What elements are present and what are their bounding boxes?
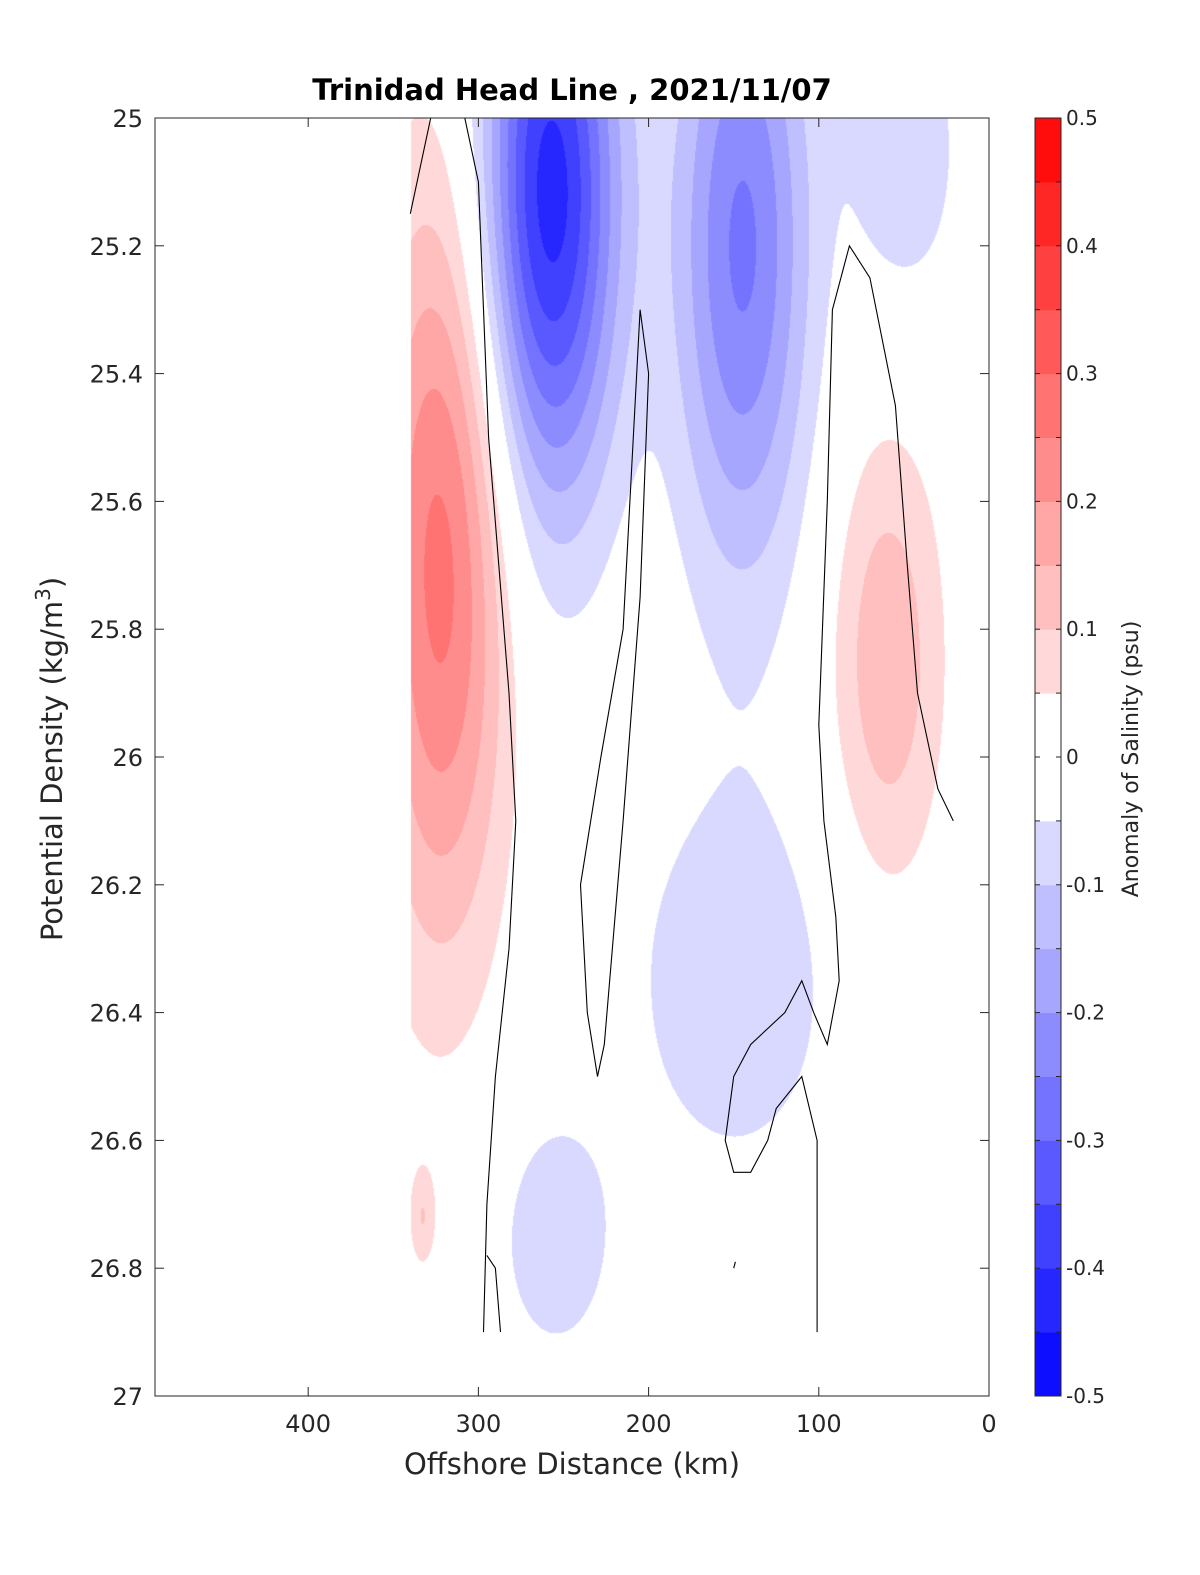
y-tick-label: 25 bbox=[112, 105, 143, 133]
colorbar-level bbox=[1035, 1140, 1061, 1205]
zero-contour-line-1 bbox=[464, 117, 517, 1333]
y-tick-label: 25.6 bbox=[90, 488, 143, 516]
y-tick-label: 25.4 bbox=[90, 361, 143, 389]
colorbar-tick-label: 0.4 bbox=[1066, 234, 1098, 258]
colorbar-level bbox=[1035, 1012, 1061, 1077]
colorbar-level bbox=[1035, 437, 1061, 502]
colorbar-level bbox=[1035, 565, 1061, 630]
zero-contour-line-2 bbox=[486, 1255, 502, 1333]
colorbar-level bbox=[1035, 1332, 1061, 1397]
colorbar-tick-label: 0.3 bbox=[1066, 362, 1098, 386]
colorbar-level bbox=[1035, 757, 1061, 822]
colorbar-level bbox=[1035, 373, 1061, 438]
colorbar-tick-label: -0.5 bbox=[1066, 1384, 1105, 1408]
zero-contour-line-5 bbox=[724, 277, 842, 1333]
x-axis-title: Offshore Distance (km) bbox=[404, 1447, 740, 1481]
zero-contour-line-4 bbox=[840, 244, 954, 822]
colorbar-tick-label: 0.2 bbox=[1066, 489, 1098, 513]
colorbar-level bbox=[1035, 629, 1061, 694]
zero-contour-layer bbox=[409, 117, 954, 1333]
x-tick-label: 100 bbox=[796, 1410, 842, 1438]
y-axis-title-suffix: ) bbox=[35, 577, 69, 588]
colorbar-level bbox=[1035, 693, 1061, 758]
zero-contour-line-3 bbox=[579, 309, 650, 1077]
colorbar-level bbox=[1035, 501, 1061, 566]
y-tick-label: 26.4 bbox=[90, 1000, 143, 1028]
zero-contour-line-0 bbox=[409, 117, 432, 214]
colorbar: 0.5 0.4 0.3 0.2 0.1 0 -0.1 -0.2 -0.3 -0.4 -0.5 bbox=[1034, 106, 1105, 1408]
x-tick-label: 300 bbox=[455, 1410, 501, 1438]
y-tick-label: 25.2 bbox=[90, 233, 143, 261]
colorbar-title: Anomaly of Salinity (psu) bbox=[1119, 621, 1144, 898]
y-tick-label: 25.8 bbox=[90, 616, 143, 644]
x-tick-label: 200 bbox=[626, 1410, 672, 1438]
colorbar-tick-label: -0.1 bbox=[1066, 873, 1105, 897]
plot-area bbox=[154, 117, 990, 1397]
colorbar-level bbox=[1035, 1204, 1061, 1269]
salinity-anomaly-field bbox=[155, 118, 989, 1396]
colorbar-tick-label: 0.5 bbox=[1066, 106, 1098, 130]
y-axis-title: Potential Density (kg/m3) bbox=[31, 577, 69, 941]
y-axis-title-superscript: 3 bbox=[31, 588, 55, 601]
y-tick-label: 26.2 bbox=[90, 872, 143, 900]
chart-title: Trinidad Head Line , 2021/11/07 bbox=[312, 73, 832, 107]
y-tick-label: 26.8 bbox=[90, 1255, 143, 1283]
colorbar-tick-label: -0.2 bbox=[1066, 1001, 1105, 1025]
colorbar-level bbox=[1035, 884, 1061, 950]
colorbar-level bbox=[1035, 1076, 1061, 1141]
colorbar-tick-label: -0.3 bbox=[1066, 1128, 1105, 1152]
colorbar-level bbox=[1035, 309, 1061, 375]
x-axis: 400 300 200 100 0 bbox=[285, 118, 997, 1438]
x-tick-label: 0 bbox=[981, 1410, 996, 1438]
colorbar-tick-label: 0.1 bbox=[1066, 617, 1098, 641]
y-tick-label: 27 bbox=[112, 1383, 143, 1411]
colorbar-level bbox=[1035, 245, 1061, 311]
colorbar-tick-label: 0 bbox=[1066, 745, 1079, 769]
colorbar-level bbox=[1035, 181, 1061, 247]
colorbar-level bbox=[1035, 820, 1061, 886]
y-tick-label: 26 bbox=[112, 744, 143, 772]
x-tick-label: 400 bbox=[285, 1410, 331, 1438]
y-tick-label: 26.6 bbox=[90, 1127, 143, 1155]
y-axis: 25 25.2 25.4 25.6 25.8 26 26.2 26.4 26.6 26.8 27 bbox=[90, 105, 989, 1411]
zero-contour-line-6 bbox=[733, 1261, 736, 1269]
y-axis-title-main: Potential Density (kg/m bbox=[35, 601, 69, 941]
colorbar-level bbox=[1035, 1268, 1061, 1333]
colorbar-level bbox=[1035, 948, 1061, 1014]
colorbar-level bbox=[1035, 118, 1061, 183]
colorbar-tick-label: -0.4 bbox=[1066, 1256, 1105, 1280]
